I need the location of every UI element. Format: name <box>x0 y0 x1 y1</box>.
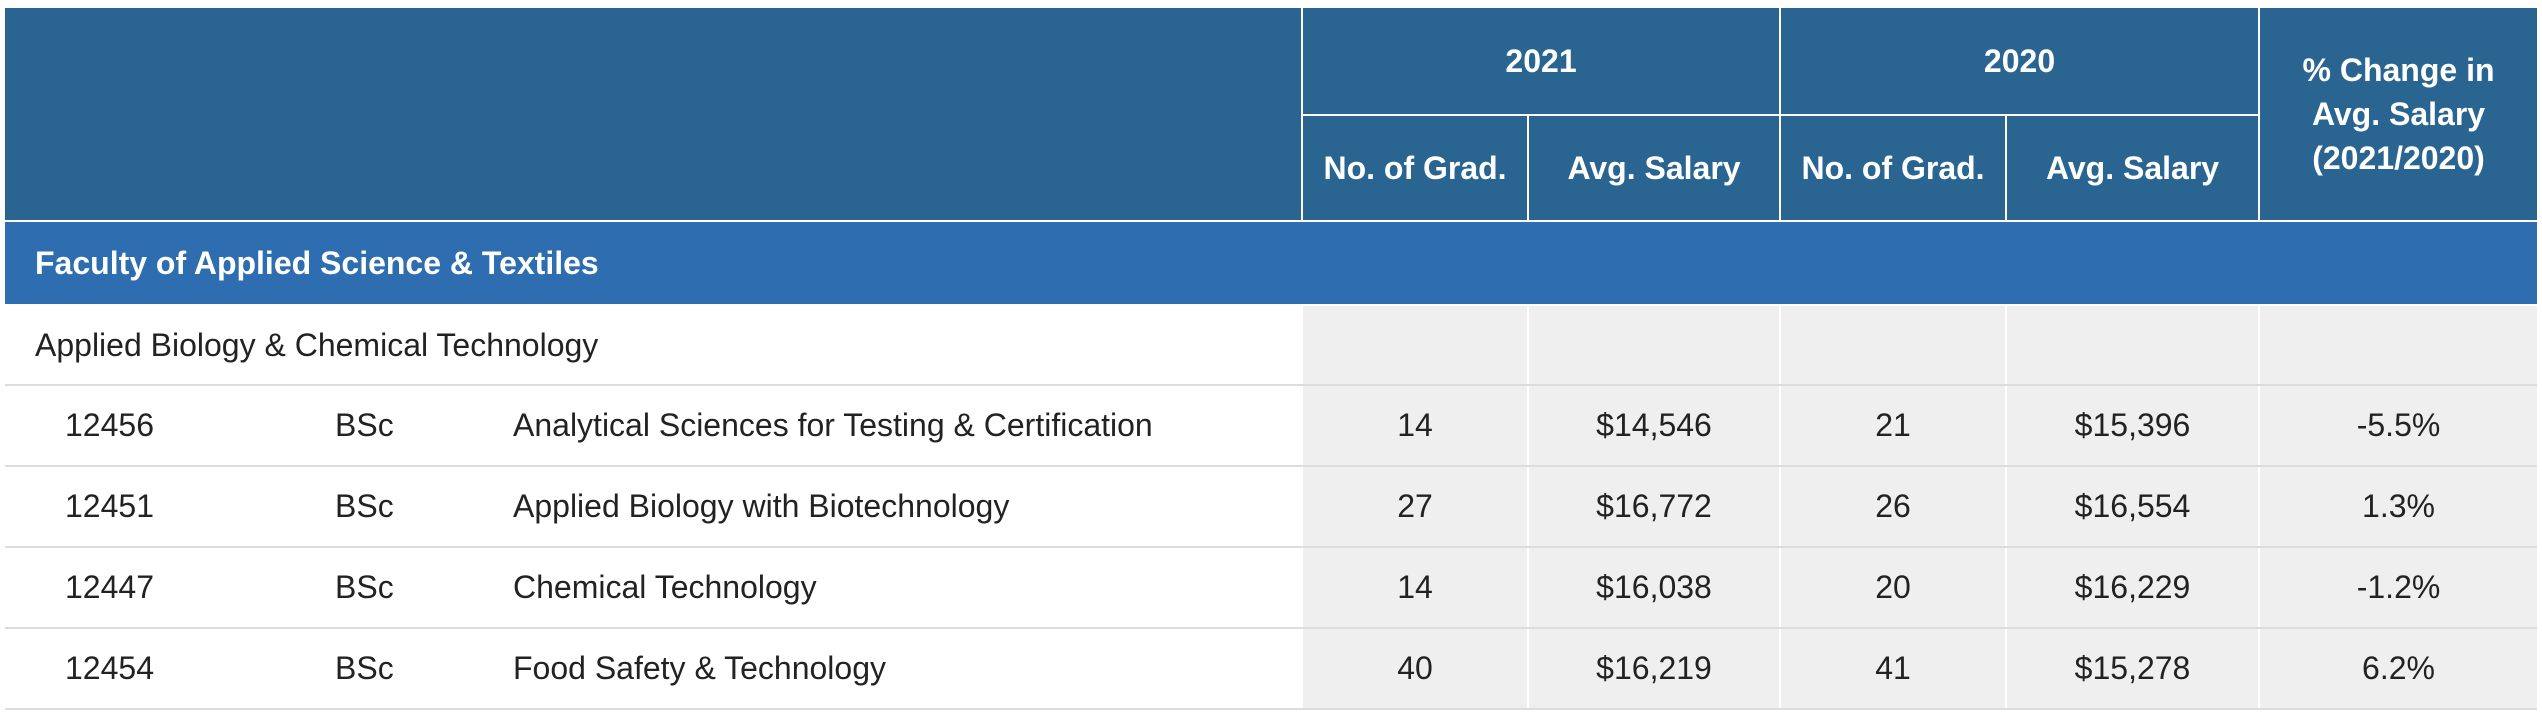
pct-change-cell: -5.5% <box>2258 385 2537 467</box>
header-year-2021: 2021 <box>1301 8 1781 116</box>
department-row: Applied Biology & Chemical Technology <box>5 305 2537 386</box>
grads-2020-cell: 21 <box>1779 385 2007 467</box>
header-year-2020: 2020 <box>1779 8 2260 116</box>
salary-2021-cell: $16,772 <box>1527 466 1781 548</box>
table-header: 2021 2020 % Change in Avg. Salary (2021/… <box>5 8 2537 222</box>
salary-2020-cell: $15,278 <box>2005 628 2260 710</box>
header-pct-change-label: % Change in Avg. Salary (2021/2020) <box>2302 52 2495 176</box>
grads-2021-cell: 14 <box>1301 385 1529 467</box>
header-salary-2020: Avg. Salary <box>2005 115 2260 222</box>
program-code: 12447 <box>5 547 305 629</box>
department-empty-cell <box>1527 305 1781 386</box>
department-empty-cell <box>2005 305 2260 386</box>
program-code: 12454 <box>5 628 305 710</box>
program-name: Food Safety & Technology <box>473 628 1303 710</box>
department-empty-cell <box>2258 305 2537 386</box>
department-empty-cell <box>1301 305 1529 386</box>
program-name: Chemical Technology <box>473 547 1303 629</box>
grads-2020-cell: 41 <box>1779 628 2007 710</box>
grads-2021-cell: 40 <box>1301 628 1529 710</box>
table-body: Faculty of Applied Science & Textiles Ap… <box>5 221 2537 710</box>
salary-table-container: 2021 2020 % Change in Avg. Salary (2021/… <box>5 8 2537 714</box>
header-pct-change: % Change in Avg. Salary (2021/2020) <box>2258 8 2537 222</box>
program-degree: BSc <box>305 628 473 710</box>
program-row: 12451 BSc Applied Biology with Biotechno… <box>5 466 2537 548</box>
header-blank-cell <box>5 8 1303 222</box>
program-row: 12456 BSc Analytical Sciences for Testin… <box>5 385 2537 467</box>
grads-2020-cell: 20 <box>1779 547 2007 629</box>
program-degree: BSc <box>305 385 473 467</box>
program-row: 12447 BSc Chemical Technology 14 $16,038… <box>5 547 2537 629</box>
header-grads-2021: No. of Grad. <box>1301 115 1529 222</box>
grads-2020-cell: 26 <box>1779 466 2007 548</box>
pct-change-cell: 6.2% <box>2258 628 2537 710</box>
program-name: Analytical Sciences for Testing & Certif… <box>473 385 1303 467</box>
salary-2020-cell: $16,554 <box>2005 466 2260 548</box>
department-empty-cell <box>1779 305 2007 386</box>
salary-2021-cell: $16,219 <box>1527 628 1781 710</box>
program-code: 12456 <box>5 385 305 467</box>
faculty-row: Faculty of Applied Science & Textiles <box>5 221 2537 306</box>
program-code: 12451 <box>5 466 305 548</box>
salary-2020-cell: $16,229 <box>2005 547 2260 629</box>
program-degree: BSc <box>305 466 473 548</box>
header-salary-2021: Avg. Salary <box>1527 115 1781 222</box>
faculty-name: Faculty of Applied Science & Textiles <box>5 221 2537 306</box>
header-grads-2020: No. of Grad. <box>1779 115 2007 222</box>
program-row: 12454 BSc Food Safety & Technology 40 $1… <box>5 628 2537 710</box>
salary-2021-cell: $16,038 <box>1527 547 1781 629</box>
pct-change-cell: -1.2% <box>2258 547 2537 629</box>
graduate-salary-table: 2021 2020 % Change in Avg. Salary (2021/… <box>5 8 2537 710</box>
salary-2021-cell: $14,546 <box>1527 385 1781 467</box>
department-name: Applied Biology & Chemical Technology <box>5 305 1303 386</box>
program-degree: BSc <box>305 547 473 629</box>
grads-2021-cell: 27 <box>1301 466 1529 548</box>
salary-2020-cell: $15,396 <box>2005 385 2260 467</box>
program-name: Applied Biology with Biotechnology <box>473 466 1303 548</box>
pct-change-cell: 1.3% <box>2258 466 2537 548</box>
grads-2021-cell: 14 <box>1301 547 1529 629</box>
